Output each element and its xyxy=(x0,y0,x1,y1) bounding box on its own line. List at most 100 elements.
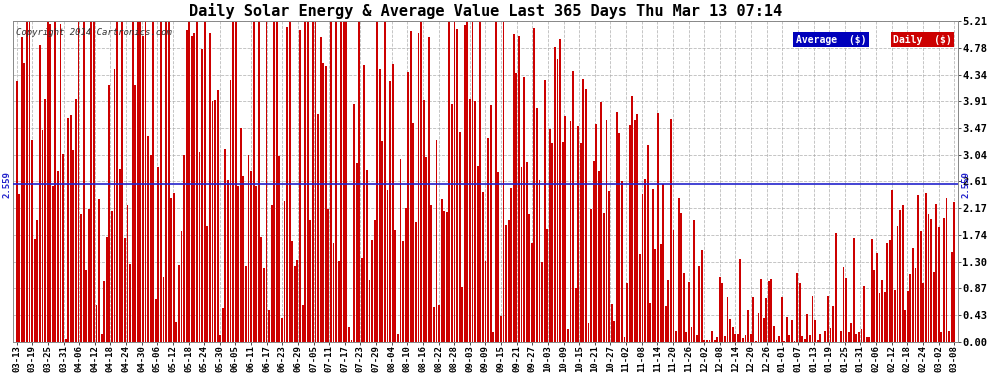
Bar xyxy=(75,99,77,342)
Bar xyxy=(794,340,795,342)
Bar xyxy=(709,340,711,342)
Bar xyxy=(598,171,600,342)
Bar xyxy=(124,238,126,342)
Bar xyxy=(67,117,69,342)
Bar xyxy=(299,30,301,342)
Bar xyxy=(894,290,896,342)
Bar xyxy=(426,158,427,342)
Bar xyxy=(70,116,71,342)
Text: Daily  ($): Daily ($) xyxy=(893,35,952,45)
Bar xyxy=(840,332,842,342)
Bar xyxy=(273,21,275,342)
Bar xyxy=(654,249,656,342)
Bar xyxy=(948,331,950,342)
Bar xyxy=(167,21,169,342)
Bar xyxy=(441,199,443,342)
Bar xyxy=(652,189,653,342)
Bar xyxy=(407,72,409,342)
Bar xyxy=(116,21,118,342)
Bar xyxy=(778,336,780,342)
Bar xyxy=(567,329,569,342)
Bar xyxy=(363,65,365,342)
Bar xyxy=(191,36,193,342)
Bar xyxy=(484,261,486,342)
Bar xyxy=(659,244,661,342)
Bar xyxy=(490,105,491,342)
Title: Daily Solar Energy & Average Value Last 365 Days Thu Mar 13 07:14: Daily Solar Energy & Average Value Last … xyxy=(189,3,782,19)
Bar xyxy=(420,21,422,342)
Bar xyxy=(801,336,803,342)
Bar xyxy=(317,114,319,342)
Bar xyxy=(747,310,749,342)
Bar xyxy=(827,296,829,342)
Bar xyxy=(850,323,852,342)
Bar xyxy=(376,21,378,342)
Bar xyxy=(343,21,345,342)
Bar xyxy=(175,322,177,342)
Bar xyxy=(942,218,944,342)
Bar xyxy=(240,128,242,342)
Bar xyxy=(389,81,391,342)
Bar xyxy=(219,336,221,342)
Bar xyxy=(315,21,317,342)
Bar xyxy=(413,123,414,342)
Bar xyxy=(154,298,156,342)
Bar xyxy=(328,209,330,342)
Bar xyxy=(510,188,512,342)
Bar xyxy=(281,318,283,342)
Bar xyxy=(744,335,746,342)
Bar xyxy=(783,340,785,342)
Bar xyxy=(531,243,533,342)
Bar xyxy=(632,96,634,342)
Bar xyxy=(400,159,401,342)
Bar xyxy=(505,225,507,342)
Bar xyxy=(371,240,373,342)
Bar xyxy=(719,277,721,342)
Bar xyxy=(24,63,26,342)
Bar xyxy=(199,152,201,342)
Bar xyxy=(196,21,198,342)
Bar xyxy=(835,233,837,342)
Bar xyxy=(786,317,788,342)
Bar xyxy=(456,29,458,342)
Bar xyxy=(257,21,259,342)
Bar xyxy=(619,133,621,342)
Bar xyxy=(384,21,386,342)
Bar xyxy=(397,334,399,342)
Bar xyxy=(34,239,36,342)
Bar xyxy=(338,261,340,342)
Bar xyxy=(696,336,698,342)
Bar xyxy=(214,100,216,342)
Bar xyxy=(106,237,108,342)
Bar xyxy=(833,306,834,342)
Bar xyxy=(193,33,195,342)
Bar xyxy=(142,36,144,342)
Bar xyxy=(302,305,304,342)
Bar xyxy=(742,338,743,342)
Bar xyxy=(129,264,131,342)
Bar xyxy=(714,340,716,342)
Text: Average  ($): Average ($) xyxy=(796,35,866,45)
Bar xyxy=(495,21,497,342)
Bar xyxy=(616,112,618,342)
Bar xyxy=(479,21,481,342)
Bar xyxy=(474,101,476,342)
Bar xyxy=(51,186,53,342)
Bar xyxy=(225,148,227,342)
Bar xyxy=(920,231,922,342)
Bar xyxy=(765,298,767,342)
Text: Copyright 2014 Cartronics.com: Copyright 2014 Cartronics.com xyxy=(16,28,171,37)
Bar xyxy=(863,286,865,342)
Bar xyxy=(886,243,888,342)
Bar xyxy=(569,122,571,342)
Bar xyxy=(587,323,589,342)
Bar xyxy=(98,199,100,342)
Bar xyxy=(47,21,49,342)
Bar xyxy=(933,272,935,342)
Bar xyxy=(580,143,582,342)
Bar xyxy=(722,283,724,342)
Bar xyxy=(662,184,664,342)
Bar xyxy=(775,340,777,342)
Bar xyxy=(341,21,343,342)
Bar xyxy=(860,329,862,342)
